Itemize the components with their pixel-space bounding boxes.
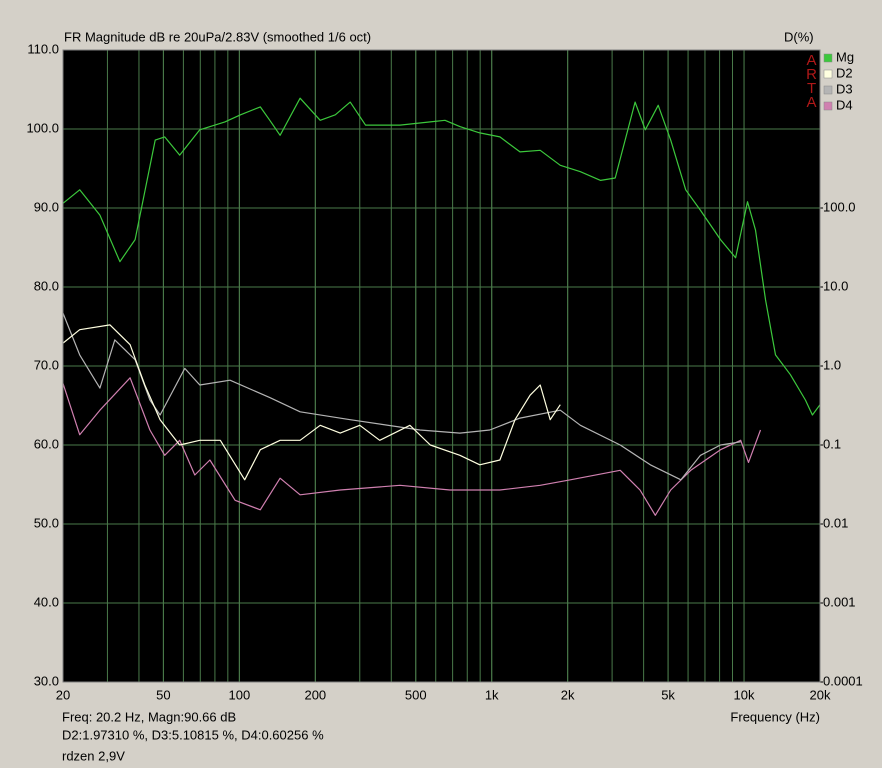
y2-tick-label: 0.0001 [823,673,863,688]
y-tick-label: 110.0 [27,41,59,56]
y-tick-label: 70.0 [34,357,59,372]
legend-label: D4 [836,97,853,112]
x-tick-label: 20k [810,687,831,702]
legend-label: D2 [836,65,853,80]
y2-tick-label: 1.0 [823,357,841,372]
y-tick-label: 80.0 [34,278,59,293]
y2-tick-label: 0.01 [823,515,848,530]
series-line [62,324,561,481]
y-tick-label: 40.0 [34,594,59,609]
series-line [62,97,821,416]
x-tick-label: 50 [156,687,170,702]
legend-swatch [823,101,833,111]
y-tick-label: 30.0 [34,673,59,688]
legend-swatch [823,53,833,63]
y-tick-label: 50.0 [34,515,59,530]
y2-tick-label: 10.0 [823,278,848,293]
logo: ARTA [803,52,820,108]
x-axis-title: Frequency (Hz) [730,709,820,724]
legend-label: Mg [836,49,854,64]
readout: Freq: 20.2 Hz, Magn:90.66 dB [62,709,236,724]
readout: D2:1.97310 %, D3:5.10815 %, D4:0.60256 % [62,727,324,742]
y-tick-label: 60.0 [34,436,59,451]
x-tick-label: 10k [734,687,755,702]
x-tick-label: 20 [56,687,70,702]
y2-tick-label: 0.1 [823,436,841,451]
y-tick-label: 100.0 [26,120,59,135]
readout: rdzen 2,9V [62,748,125,763]
y-tick-label: 90.0 [34,199,59,214]
y2-tick-label: 100.0 [823,199,856,214]
plot-frame [62,49,821,683]
legend-swatch [823,69,833,79]
x-tick-label: 1k [485,687,499,702]
chart-title: FR Magnitude dB re 20uPa/2.83V (smoothed… [64,29,371,44]
x-tick-label: 5k [661,687,675,702]
x-tick-label: 100 [229,687,251,702]
x-tick-label: 200 [304,687,326,702]
x-tick-label: 500 [405,687,427,702]
x-tick-label: 2k [561,687,575,702]
y2-axis-title: D(%) [784,29,814,44]
legend-label: D3 [836,81,853,96]
y2-tick-label: 0.001 [823,594,856,609]
legend-swatch [823,85,833,95]
